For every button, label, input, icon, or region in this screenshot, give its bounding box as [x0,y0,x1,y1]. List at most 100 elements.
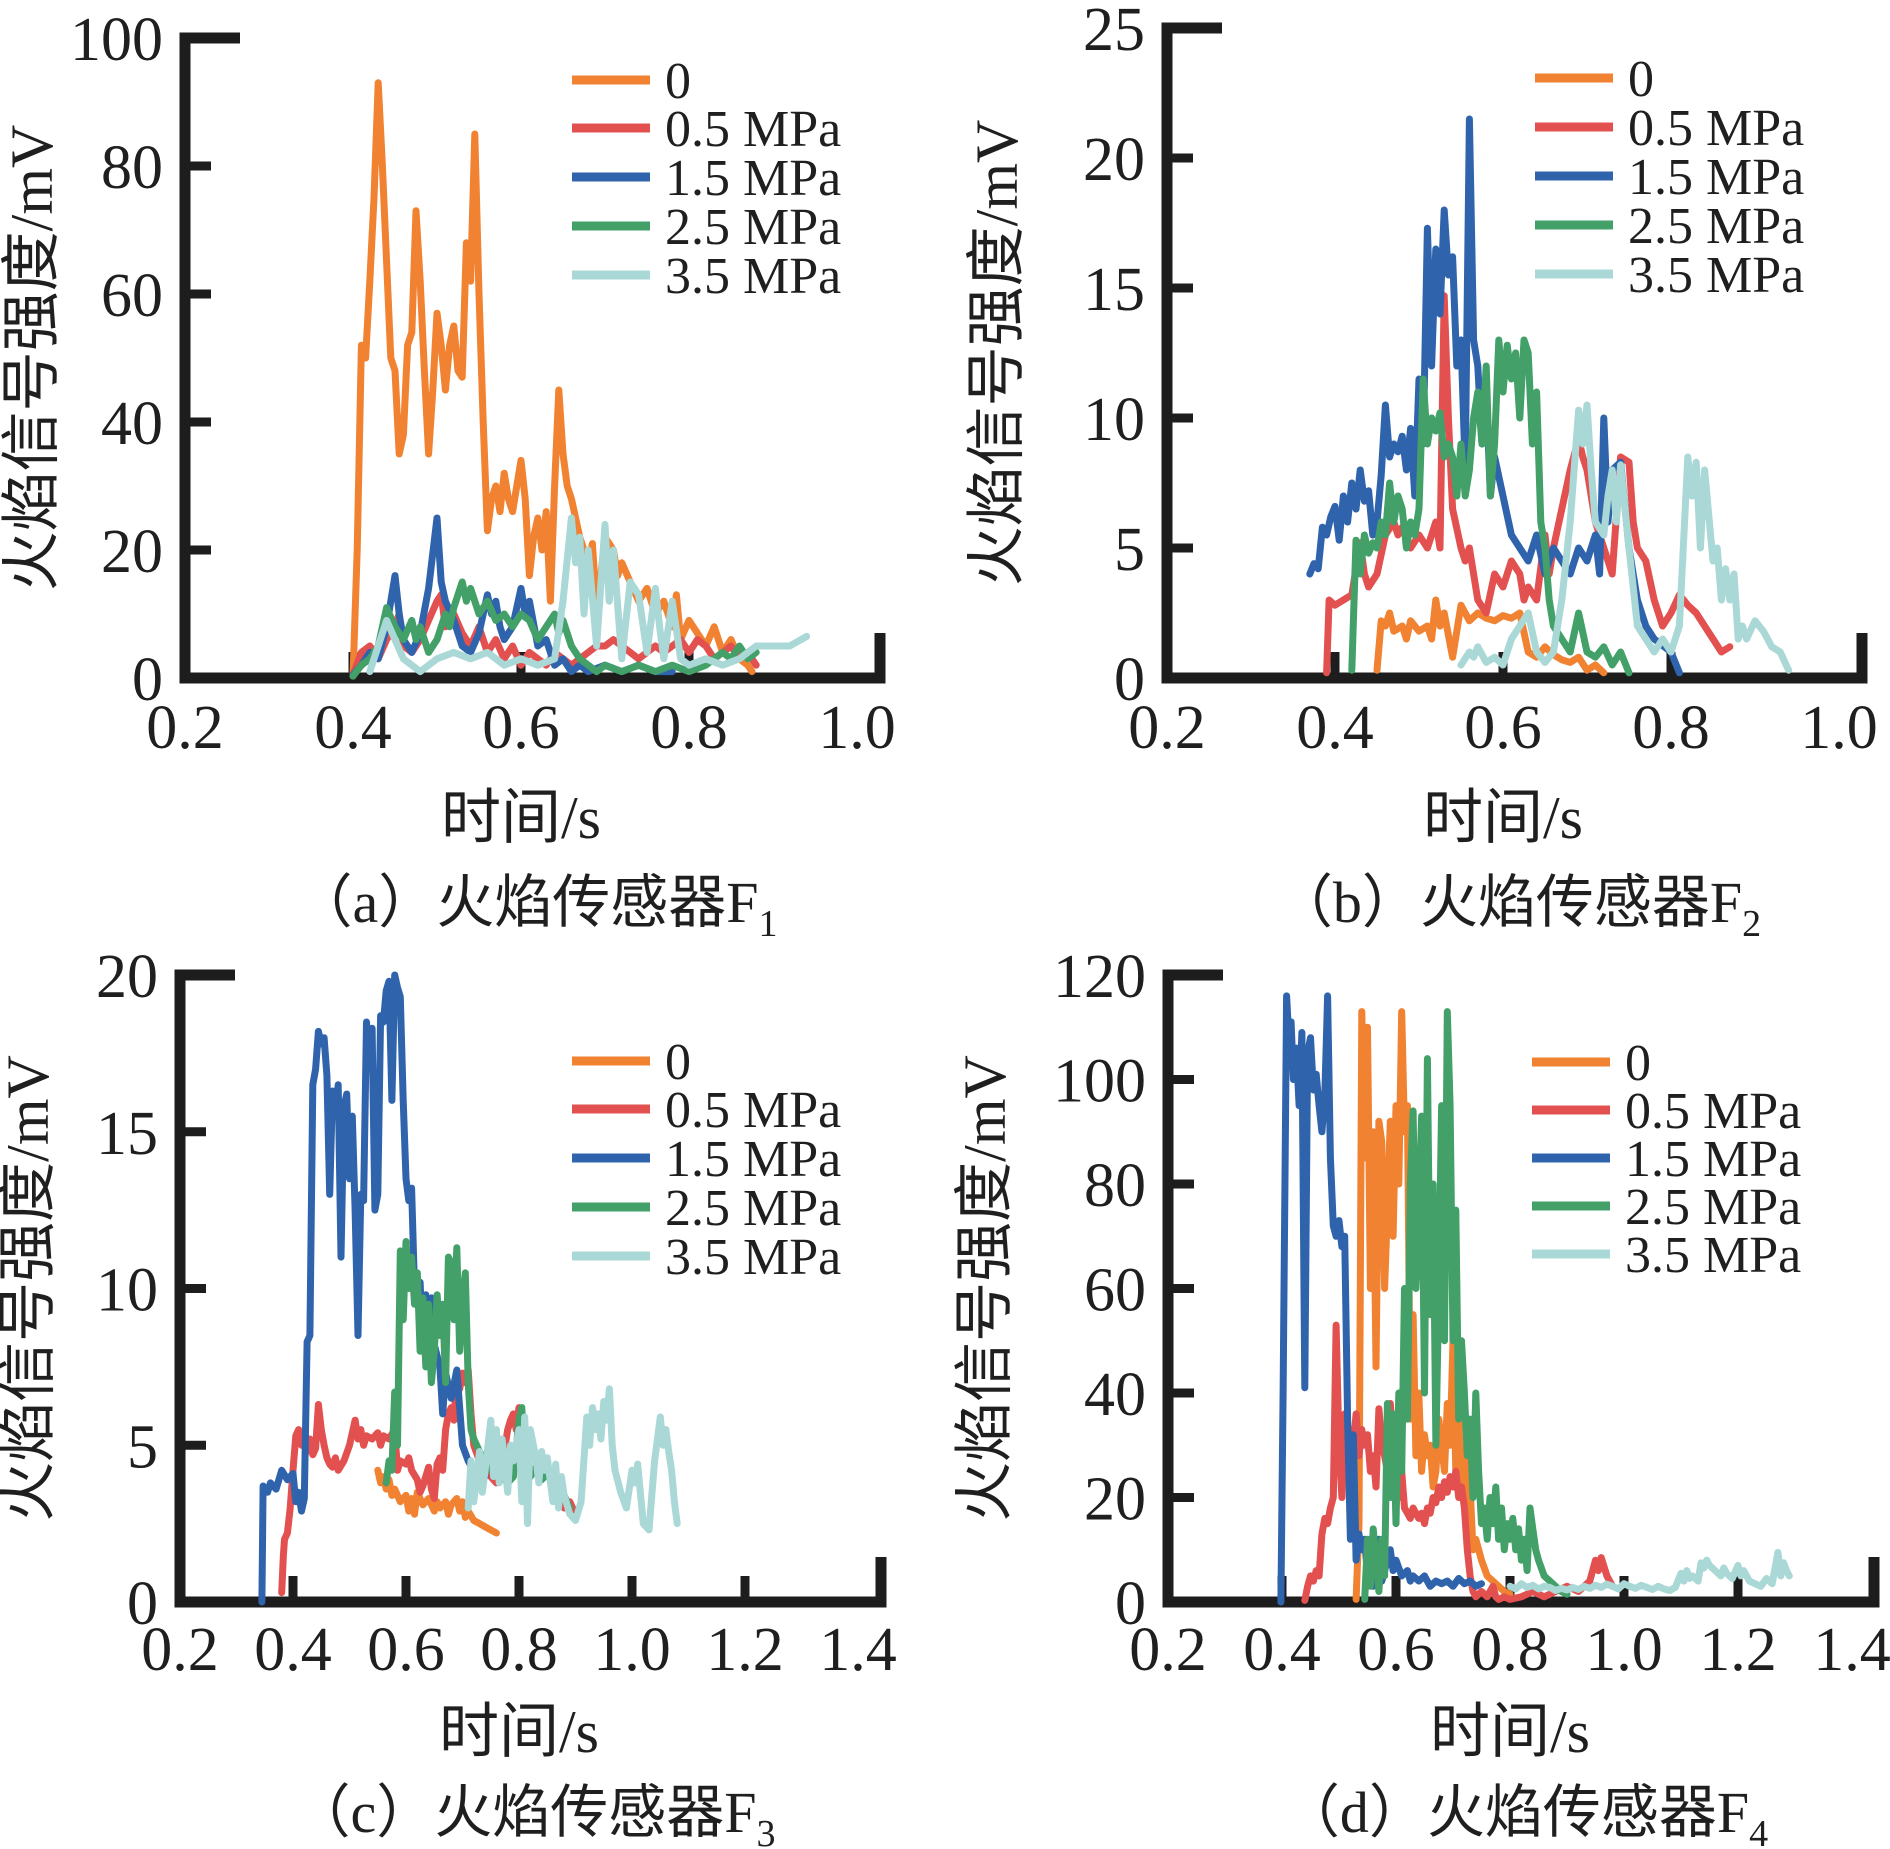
series-line-0-5-mpa [278,1366,579,1597]
y-tick-label: 15 [1083,256,1145,324]
x-tick-label: 0.4 [1243,1616,1321,1684]
series-line-3-5-mpa [464,1385,681,1534]
series-line-0 [1373,596,1608,677]
panel-caption-text: （d）火焰传感器F [1282,1780,1749,1845]
panel-caption: （a）火焰传感器F1 [294,870,777,940]
panel-caption-subscript: 2 [1742,903,1761,940]
y-tick-label: 5 [1114,516,1145,584]
legend-label: 0 [665,53,691,110]
legend-label: 1.5 MPa [665,1131,841,1188]
axis-frame [1162,969,1880,1608]
x-tick-label: 1.2 [706,1616,784,1684]
x-tick-label: 0.8 [650,694,728,762]
panel-caption-text: （b）火焰传感器F [1275,870,1742,935]
axis-frame [174,969,887,1608]
x-tick-label: 0.2 [141,1616,219,1684]
y-tick-label: 0 [1114,646,1145,714]
legend-label: 1.5 MPa [1625,1131,1801,1188]
x-tick-label: 1.0 [818,694,896,762]
y-tick-label: 15 [96,1100,158,1168]
x-tick-label: 0.2 [1128,694,1206,762]
legend-label: 0.5 MPa [1625,1083,1801,1140]
y-tick-label: 100 [1053,1048,1146,1116]
axis-frame [179,32,886,684]
legend-label: 3.5 MPa [1625,1227,1801,1284]
x-tick-label: 0.2 [1129,1616,1207,1684]
x-tick-label: 0.6 [1357,1616,1435,1684]
axis-frame [1161,22,1868,684]
y-tick-label: 0 [132,646,163,714]
x-tick-label: 0.4 [314,694,392,762]
x-axis-title: 时间/s [1430,1699,1590,1765]
x-tick-label: 0.4 [1296,694,1374,762]
y-tick-label: 20 [101,518,163,586]
y-tick-label: 20 [96,943,158,1011]
y-tick-label: 0 [127,1570,158,1638]
x-tick-label: 1.0 [1585,1616,1663,1684]
legend-label: 3.5 MPa [1628,247,1804,304]
x-tick-label: 1.0 [1800,694,1878,762]
series-line-1-5-mpa [1306,115,1683,677]
y-axis-title: 火焰信号强度/mV [0,125,65,592]
series-line-0-5-mpa [1323,292,1734,677]
legend-label: 2.5 MPa [665,199,841,256]
y-tick-label: 100 [70,6,163,74]
series-line-1-5-mpa [1277,992,1485,1606]
panel-caption-text: （c）火焰传感器F [292,1780,756,1845]
legend-label: 1.5 MPa [665,150,841,207]
x-tick-label: 0.2 [146,694,224,762]
x-tick-label: 0.8 [480,1616,558,1684]
legend-label: 0 [1625,1035,1651,1092]
x-tick-label: 0.6 [367,1616,445,1684]
y-axis-title: 火焰信号强度/mV [964,120,1030,587]
y-tick-label: 80 [1084,1152,1146,1220]
y-tick-label: 20 [1084,1466,1146,1534]
panel-caption: （d）火焰传感器F4 [1282,1780,1768,1849]
y-tick-label: 120 [1053,943,1146,1011]
y-tick-label: 25 [1083,0,1145,64]
legend-label: 3.5 MPa [665,248,841,305]
series-line-2-5-mpa [349,578,760,680]
panel-b-chart: 0.2 0.4 0.6 0.8 1.00510152025时间/s火焰信号强度/mV00… [964,0,1878,940]
y-tick-label: 20 [1083,126,1145,194]
y-tick-label: 80 [101,134,163,202]
x-tick-label: 0.8 [1632,694,1710,762]
series-line-3-5-mpa [1457,401,1793,674]
series-line-0-5-mpa [1301,1321,1617,1604]
legend-label: 0.5 MPa [665,101,841,158]
legend-label: 0.5 MPa [1628,100,1804,157]
panel-caption: （c）火焰传感器F3 [292,1780,775,1849]
series-line-2-5-mpa [1348,336,1633,677]
series-line-3-5-mpa [1506,1548,1793,1594]
y-tick-label: 60 [1084,1257,1146,1325]
x-axis-title: 时间/s [1423,785,1583,851]
y-axis-title: 火焰信号强度/mV [952,1055,1018,1522]
y-tick-label: 10 [1083,386,1145,454]
x-axis-title: 时间/s [439,1699,599,1765]
y-tick-label: 40 [101,390,163,458]
x-tick-label: 1.2 [1699,1616,1777,1684]
y-tick-label: 0 [1115,1570,1146,1638]
panel-caption-subscript: 1 [759,903,778,940]
x-tick-label: 0.8 [1471,1616,1549,1684]
y-tick-label: 60 [101,262,163,330]
x-tick-label: 0.4 [254,1616,332,1684]
legend-label: 0 [665,1034,691,1091]
y-axis-title: 火焰信号强度/mV [0,1055,61,1522]
legend-label: 3.5 MPa [665,1229,841,1286]
panel-a-chart: 0.2 0.4 0.6 0.8 1.0 0 20 40 60 80 100 时间/s 火焰信号强度/mV… [0,6,896,940]
x-axis-title: 时间/s [441,785,601,851]
panel-caption: （b）火焰传感器F2 [1275,870,1761,940]
x-tick-label: 1.4 [819,1616,897,1684]
x-tick-label: 1.0 [593,1616,671,1684]
panel-caption-subscript: 3 [757,1813,776,1849]
y-tick-label: 5 [127,1413,158,1481]
panel-caption-subscript: 4 [1749,1813,1768,1849]
y-tick-label: 40 [1084,1361,1146,1429]
panel-d-chart: 0.2 0.4 0.6 0.8 1.0 1.2 1.4020406080100120时间/s… [952,943,1890,1849]
legend-label: 0.5 MPa [665,1082,841,1139]
panel-c-chart: 0.2 0.4 0.6 0.8 1.0 1.2 1.4 0 5 10 15 20 时间/s 火焰信号强度/… [0,943,897,1849]
y-tick-label: 10 [96,1257,158,1325]
x-tick-label: 1.4 [1813,1616,1890,1684]
